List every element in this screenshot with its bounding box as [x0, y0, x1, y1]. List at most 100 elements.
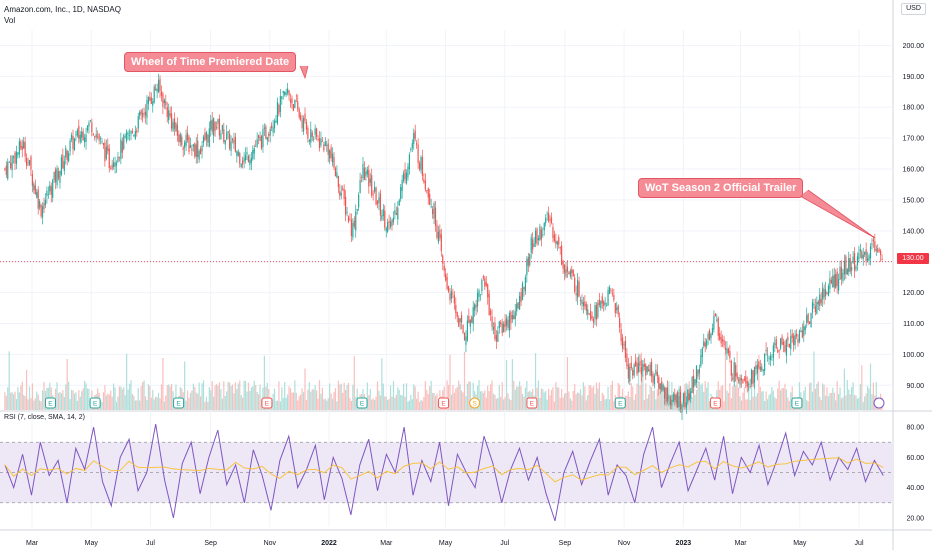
volume-bar — [507, 393, 509, 410]
volume-bar — [735, 385, 737, 410]
volume-bar — [300, 394, 302, 410]
candle-body — [8, 162, 10, 163]
candle-body — [424, 180, 426, 190]
volume-bar — [424, 381, 426, 410]
volume-bar — [72, 390, 74, 410]
candle-body — [449, 293, 451, 301]
candle-body — [86, 125, 89, 131]
volume-bar — [510, 400, 512, 410]
candle-body — [89, 120, 92, 122]
time-axis[interactable]: Mar May Jul Sep Nov 2022 Mar May Jul Sep Nov 2023 Ma… — [26, 540, 864, 547]
volume-bar — [204, 401, 206, 410]
candle-body — [762, 369, 764, 372]
volume-label[interactable]: Vol — [4, 16, 16, 25]
candle-body — [356, 209, 358, 211]
candle-body — [550, 217, 553, 223]
candle-body — [617, 305, 619, 315]
volume-bar — [217, 385, 219, 410]
candle-body — [47, 193, 49, 195]
candle-body — [814, 306, 817, 313]
volume-bar — [781, 387, 783, 410]
volume-bar — [398, 389, 400, 410]
candle-body — [430, 206, 432, 208]
volume-bar — [18, 392, 20, 410]
candle-body — [745, 376, 747, 384]
candle-body — [659, 383, 661, 390]
volume-bar — [751, 386, 753, 410]
candle-body — [748, 384, 750, 385]
volume-bar — [555, 382, 557, 410]
volume-bar — [421, 400, 424, 410]
volume-bar — [310, 391, 312, 410]
candle-body — [688, 393, 690, 400]
price-candles[interactable] — [4, 73, 883, 421]
candle-body — [408, 154, 411, 170]
volume-bar — [11, 392, 13, 410]
volume-bar — [70, 389, 73, 410]
candle-body — [43, 202, 45, 210]
candle-body — [701, 348, 703, 357]
volume-bar — [504, 397, 506, 410]
candle-body — [28, 160, 31, 165]
candle-body — [252, 149, 254, 160]
volume-bar — [478, 380, 480, 410]
volume-bar — [387, 400, 389, 410]
volume-bar — [810, 382, 812, 410]
candle-body — [822, 287, 824, 300]
candle-body — [674, 394, 676, 401]
candle-body — [192, 144, 194, 147]
volume-bar — [465, 396, 467, 410]
currency-button[interactable]: USD — [901, 3, 926, 15]
candle-body — [447, 286, 450, 292]
time-tick-label: Jul — [500, 540, 509, 547]
candle-body — [492, 326, 495, 330]
candle-body — [5, 165, 7, 175]
candle-body — [268, 134, 270, 137]
rsi-label[interactable]: RSI (7, close, SMA, 14, 2) — [4, 414, 85, 421]
marker-glyph: E — [93, 401, 98, 408]
annotation-wot-premiere[interactable]: Wheel of Time Premiered Date — [124, 52, 297, 72]
volume-bar — [36, 391, 38, 410]
volume-bar — [787, 397, 789, 410]
candle-body — [291, 98, 293, 104]
volume-bar — [661, 389, 663, 410]
candle-body — [366, 169, 368, 175]
price-axis[interactable]: 90.00100.00110.00120.00130.00140.00150.0… — [903, 43, 925, 522]
candle-body — [598, 299, 600, 306]
volume-bar — [82, 388, 84, 410]
candle-body — [621, 337, 624, 349]
volume-bar — [342, 392, 344, 410]
volume-bar — [337, 380, 339, 410]
volume-bar — [411, 399, 413, 410]
volume-bar — [736, 351, 738, 410]
annotation-wot-trailer[interactable]: WoT Season 2 Official Trailer — [638, 178, 804, 198]
rsi-pane[interactable] — [0, 424, 893, 522]
candle-body — [645, 364, 647, 376]
candle-body — [220, 133, 222, 140]
marker-glyph: E — [441, 401, 446, 408]
volume-bar — [497, 397, 499, 410]
candle-body — [698, 368, 701, 374]
candle-body — [76, 130, 78, 136]
volume-bar — [172, 391, 174, 410]
volume-bar — [110, 390, 112, 410]
candle-body — [749, 385, 751, 387]
rsi-line — [4, 424, 884, 522]
candle-body — [777, 350, 779, 353]
volume-bar — [326, 400, 328, 410]
price-tick-label: 140.00 — [903, 228, 925, 235]
volume-bar — [819, 396, 821, 410]
candle-body — [856, 256, 859, 266]
candle-body — [276, 101, 279, 124]
candle-body — [600, 301, 602, 309]
candle-body — [321, 141, 324, 143]
symbol-title[interactable]: Amazon.com, Inc., 1D, NASDAQ — [4, 5, 121, 14]
candle-body — [684, 392, 686, 407]
candle-body — [597, 302, 599, 318]
volume-bar — [562, 397, 564, 410]
volume-bar — [839, 387, 841, 410]
candle-body — [53, 171, 55, 181]
volume-bar — [229, 382, 231, 410]
